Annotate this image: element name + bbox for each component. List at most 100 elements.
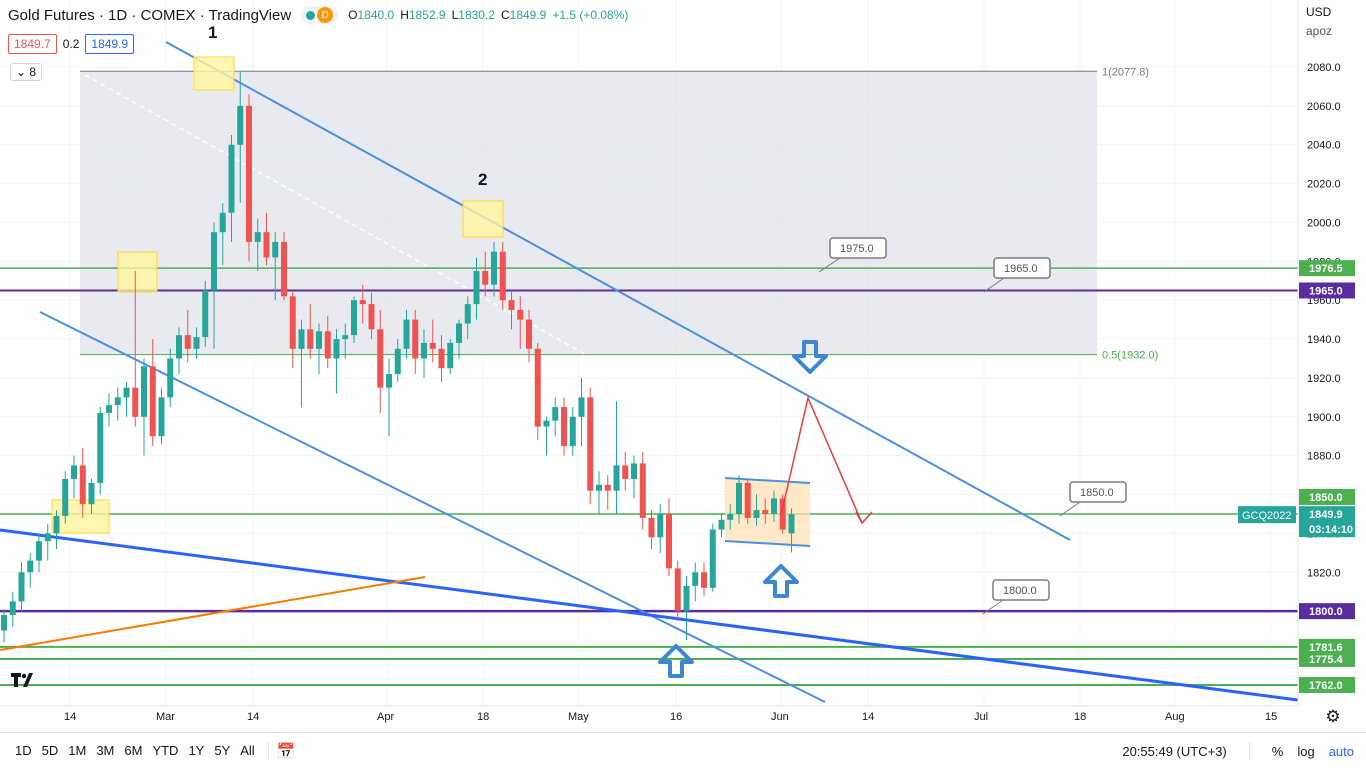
lower-channel-line	[39, 311, 826, 703]
projection-arrowhead	[855, 511, 873, 525]
tradingview-logo-icon[interactable]	[8, 668, 40, 690]
candle-body	[123, 387, 130, 398]
range-5d-button[interactable]: 5D	[41, 743, 59, 758]
price-axis-label: 1965.0	[1309, 285, 1343, 297]
buy-price-button[interactable]: 1849.9	[85, 34, 135, 54]
candle-body	[736, 482, 742, 514]
market-status-badge[interactable]: D	[301, 6, 339, 24]
candle-body	[228, 144, 235, 213]
highlight-box	[462, 200, 504, 238]
price-chart[interactable]: 1(2077.8) 0.5(1932.0) 1 2 1975.0 1965.0 1850.0…	[0, 0, 1366, 732]
candle-body	[176, 335, 182, 359]
price-tick-label: 2020.0	[1307, 179, 1341, 191]
price-axis-label-bg	[1299, 282, 1355, 299]
price-axis-label: 1849.9	[1309, 509, 1343, 521]
range-3m-button[interactable]: 3M	[96, 743, 115, 758]
toolbar-divider	[1248, 742, 1250, 760]
price-axis-label: 1775.4	[1309, 654, 1344, 666]
auto-scale-button[interactable]: auto	[1328, 743, 1354, 759]
candle-body	[482, 271, 489, 285]
candle-body	[657, 513, 664, 538]
chart-header: Gold Futures · 1D · COMEX · TradingView …	[8, 6, 628, 24]
price-axis-label: 1976.5	[1309, 263, 1343, 275]
price-axis-label-bg	[1299, 676, 1355, 693]
candle-body	[639, 463, 646, 518]
range-1d-button[interactable]: 1D	[15, 743, 32, 758]
candle-body	[447, 342, 454, 369]
candle-body	[132, 387, 139, 417]
candle-body	[316, 331, 322, 349]
candle-body	[237, 105, 244, 145]
range-1m-button[interactable]: 1M	[68, 743, 87, 758]
candle-body	[517, 309, 524, 320]
up-arrow-icon	[658, 644, 694, 678]
time-tick-label: 14	[862, 711, 874, 723]
orange-trend-line	[0, 576, 426, 651]
candle-body	[53, 515, 60, 534]
price-axis-label-bg	[1299, 650, 1355, 667]
candle-body	[114, 397, 121, 406]
close-key: C	[500, 8, 510, 22]
range-6m-button[interactable]: 6M	[124, 743, 143, 758]
log-scale-button[interactable]: log	[1297, 743, 1315, 759]
time-tick-label: 14	[64, 711, 76, 723]
candle-body	[298, 329, 305, 349]
clock-time[interactable]: 20:55:49 (UTC+3)	[1122, 743, 1227, 759]
candle-body	[36, 541, 42, 561]
candle-body	[263, 232, 270, 258]
time-tick-label: 18	[477, 711, 489, 723]
range-5y-button[interactable]: 5Y	[214, 743, 231, 758]
candle-body	[158, 397, 165, 437]
price-tick-label: 1900.0	[1307, 412, 1341, 424]
wave-label-2: 2	[478, 170, 487, 189]
time-tick-label: 16	[670, 711, 682, 723]
percent-scale-button[interactable]: %	[1271, 743, 1284, 759]
candle-body	[666, 513, 672, 569]
range-1y-button[interactable]: 1Y	[188, 743, 205, 758]
high-key: H	[400, 8, 409, 22]
range-ytd-button[interactable]: YTD	[152, 743, 179, 758]
candle-body	[744, 482, 751, 518]
sell-price-button[interactable]: 1849.7	[8, 34, 57, 54]
market-open-icon	[306, 10, 316, 20]
candle-body	[596, 484, 602, 491]
candle-body	[184, 335, 191, 349]
candle-body	[44, 533, 51, 542]
candle-body	[648, 517, 655, 538]
candle-body	[683, 585, 690, 612]
candle-body	[272, 241, 279, 258]
symbol-tag-bg	[1238, 506, 1296, 524]
gear-icon[interactable]: ⚙	[1325, 707, 1341, 726]
candle-body	[351, 300, 357, 336]
candle-body	[753, 510, 760, 518]
candle-body	[499, 251, 506, 301]
price-axis-label: 1781.6	[1309, 642, 1343, 654]
currency-sub-label: apoz	[1306, 24, 1333, 38]
spread-value: 0.2	[62, 37, 80, 51]
candle-body	[456, 323, 462, 343]
price-axis-label-bg	[1299, 603, 1355, 620]
candle-body	[412, 319, 419, 359]
price-axis-label-bg	[1299, 506, 1355, 523]
candle-body	[779, 498, 786, 530]
currency-label[interactable]: USD	[1306, 5, 1332, 19]
dashed-trend-line	[84, 74, 591, 358]
candle-body	[552, 407, 559, 421]
range-all-button[interactable]: All	[240, 743, 255, 758]
callout-1965-pointer	[983, 277, 1005, 293]
consolidation-bottom	[724, 540, 811, 547]
date-range-icon[interactable]: 📅	[276, 742, 296, 760]
candle-body	[386, 374, 392, 388]
candle-body	[604, 484, 611, 491]
symbol-tag: GCQ2022	[1242, 510, 1292, 522]
candle-body	[149, 366, 156, 437]
candle-body	[289, 296, 296, 349]
symbol-title[interactable]: Gold Futures · 1D · COMEX · TradingView	[8, 6, 292, 24]
indicators-toggle-button[interactable]: ⌄ 8	[10, 63, 43, 81]
candle-body	[193, 337, 200, 349]
time-tick-label: Aug	[1165, 711, 1185, 723]
time-tick-label: May	[568, 711, 589, 723]
time-tick-label: Jul	[974, 711, 988, 723]
price-axis-label: 1800.0	[1309, 606, 1343, 618]
projection-path	[780, 395, 863, 524]
